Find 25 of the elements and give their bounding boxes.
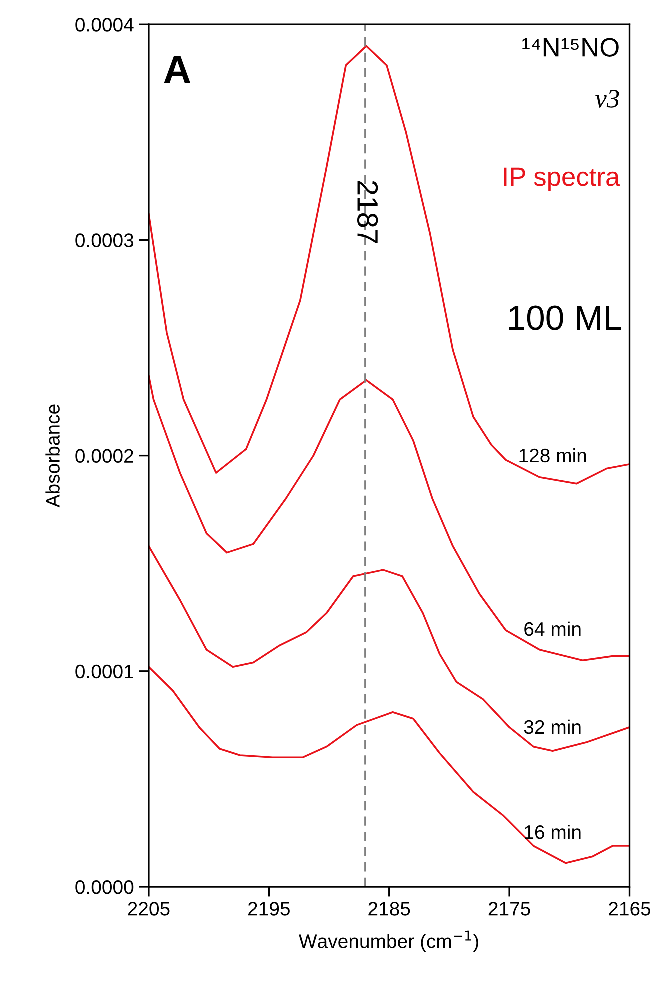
- y-axis-title: Absorbance: [46, 404, 60, 508]
- x-tick-label: 2165: [609, 902, 651, 916]
- line-series: [148, 545, 630, 752]
- y-tick-label: 0.0002: [76, 449, 134, 464]
- x-tick-label: 2175: [488, 902, 530, 916]
- series-label: 16 min: [525, 824, 581, 840]
- x-tick-label: 2185: [368, 902, 410, 916]
- series-label: 32 min: [524, 720, 581, 734]
- x-tick-label: 2195: [248, 902, 290, 916]
- annotation: A: [164, 56, 190, 83]
- ref-line-label: 2187: [357, 181, 378, 244]
- y-tick-label: 0.0004: [76, 18, 134, 32]
- y-tick-label: 0.0003: [76, 234, 134, 248]
- series-label: 128 min: [520, 448, 586, 463]
- line-series: [148, 666, 630, 864]
- y-tick-label: 0.0000: [76, 880, 134, 894]
- y-tick-label: 0.0001: [76, 664, 134, 679]
- annotation: IP spectra: [504, 168, 620, 192]
- line-series: [148, 375, 630, 662]
- x-tick-label: 2205: [128, 902, 170, 916]
- x-axis-title: Wavenumber (cm$^{−1}$): [299, 930, 478, 952]
- annotation: 100 ML: [509, 306, 622, 330]
- annotation: v3: [596, 90, 620, 108]
- annotation: ¹⁴N¹⁵NO: [522, 38, 619, 57]
- series-label: 64 min: [524, 622, 581, 636]
